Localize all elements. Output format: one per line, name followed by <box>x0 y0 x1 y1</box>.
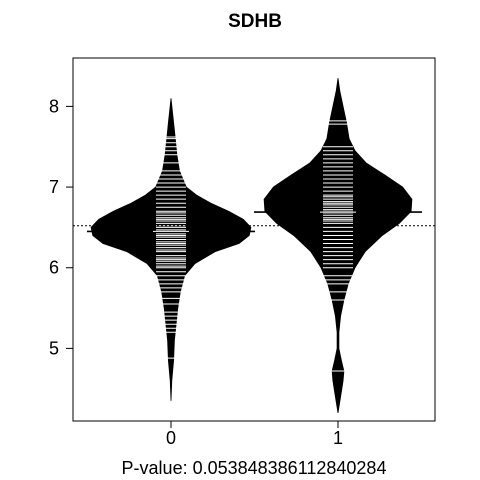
y-tick-label: 8 <box>49 96 59 116</box>
chart-title: SDHB <box>228 11 282 32</box>
x-axis-label: P-value: 0.053848386112840284 <box>122 458 387 478</box>
x-tick-label: 1 <box>333 428 343 448</box>
bean-group-0 <box>87 98 255 401</box>
bean-density-1 <box>263 78 413 413</box>
y-axis: 5 6 7 8 <box>49 96 74 358</box>
y-tick-label: 7 <box>49 177 59 197</box>
x-tick-label: 0 <box>166 428 176 448</box>
y-tick-label: 6 <box>49 258 59 278</box>
bean-group-1 <box>254 78 422 413</box>
beans-layer <box>87 78 422 413</box>
y-tick-label: 5 <box>49 338 59 358</box>
